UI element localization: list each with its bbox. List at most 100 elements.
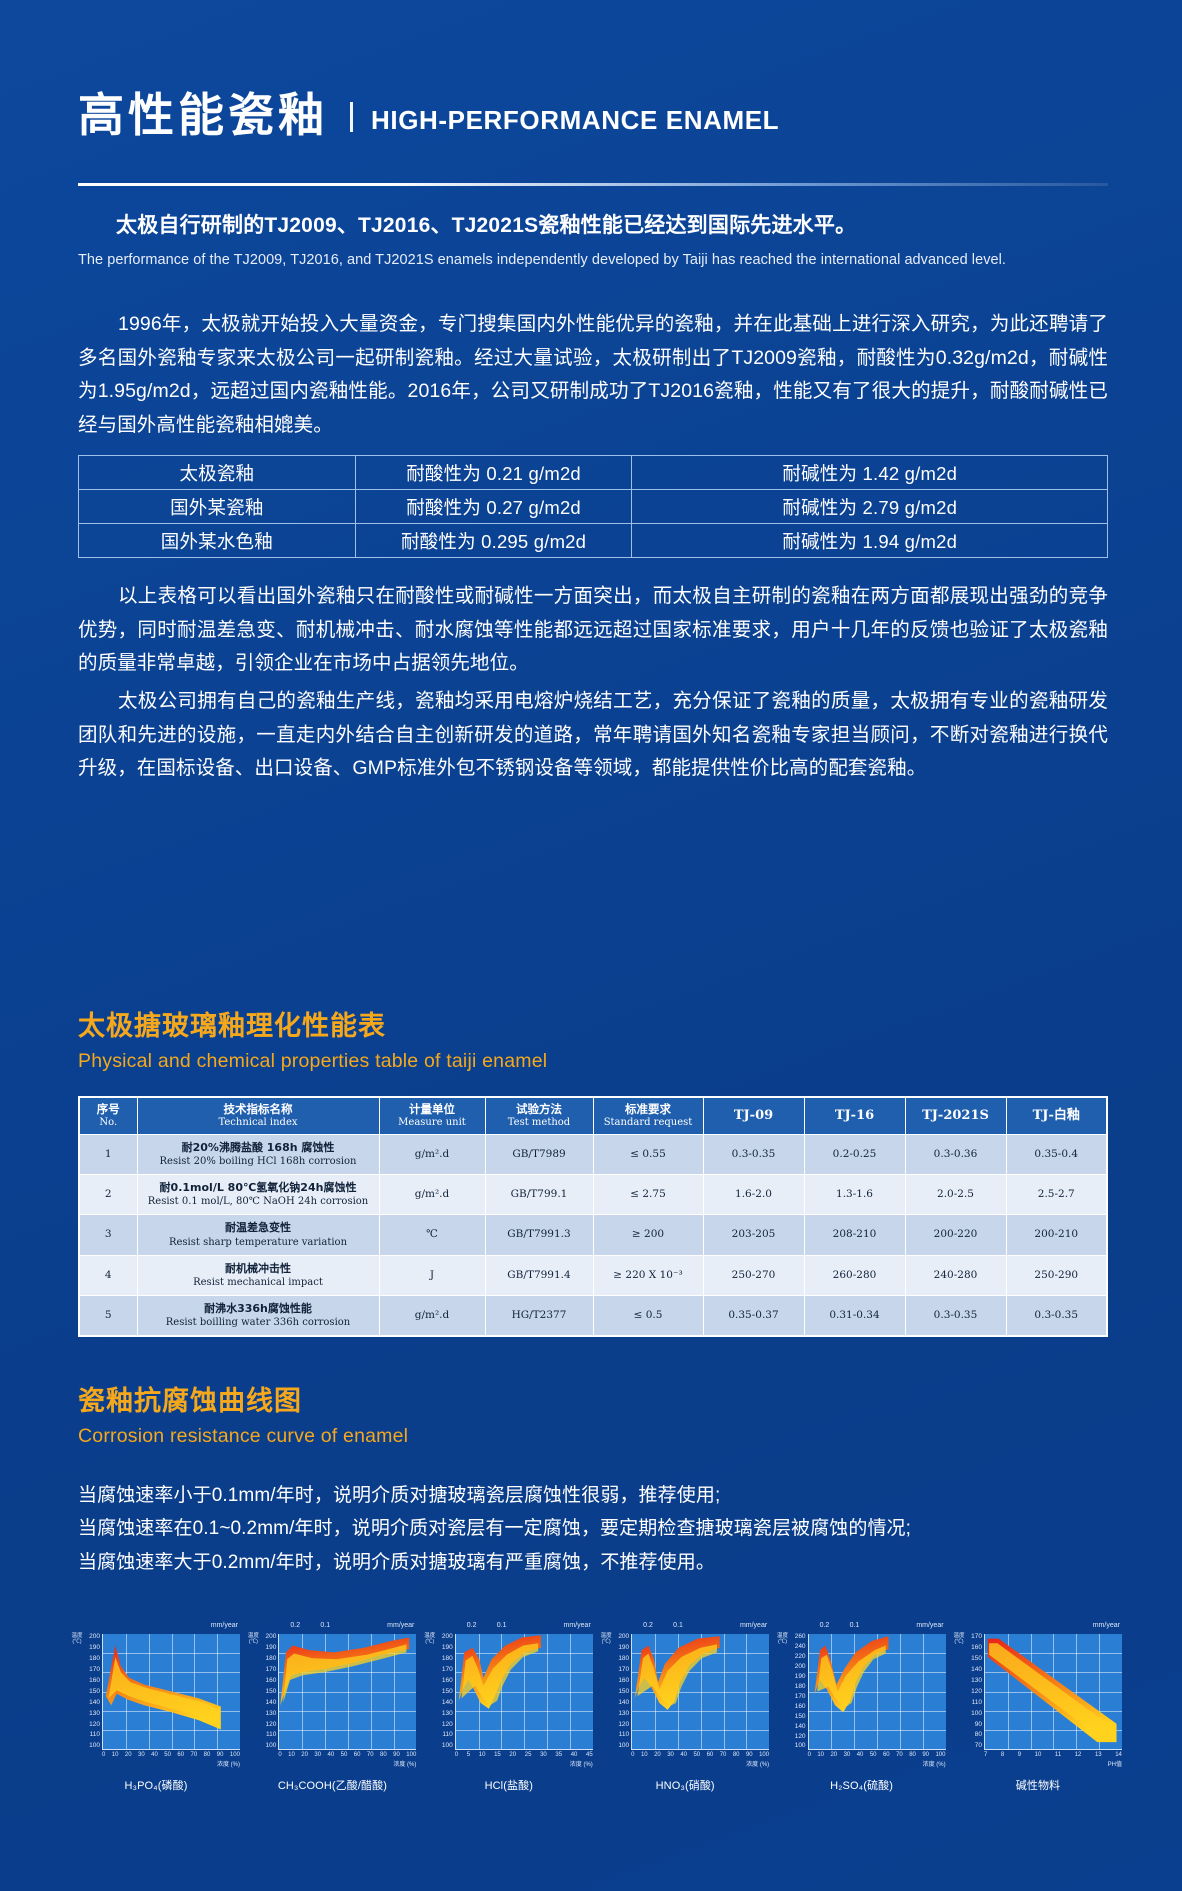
cmp-alkali: 耐碱性为 2.79 g/m2d xyxy=(631,489,1108,524)
x-tick-label: 25 xyxy=(524,1752,532,1758)
chart-y-axis-label: 温度 (℃) xyxy=(953,1633,965,1645)
y-tick-label: 100 xyxy=(441,1742,453,1750)
band-label-top: 0.1 xyxy=(849,1622,860,1629)
x-tick-label: 80 xyxy=(732,1752,740,1758)
th-standard-en: Standard request xyxy=(603,1116,693,1128)
cell-unit: ℃ xyxy=(378,1214,486,1256)
y-tick-label: 160 xyxy=(265,1676,277,1684)
x-tick-label: 80 xyxy=(203,1752,211,1758)
cmp-name: 国外某瓷釉 xyxy=(78,489,356,524)
intro-headline-cn: 太极自行研制的TJ2009、TJ2016、TJ2021S瓷釉性能已经达到国际先进… xyxy=(116,214,857,237)
cell-index: 耐沸水336h腐蚀性能 Resist boilling water 336h c… xyxy=(136,1294,380,1337)
y-tick-label: 190 xyxy=(618,1643,630,1651)
y-tick-label: 130 xyxy=(89,1709,100,1717)
chart-x-axis-label: 浓度 (%) xyxy=(746,1762,770,1768)
corrosion-line-1: 当腐蚀速率小于0.1mm/年时，说明介质对搪玻璃瓷层腐蚀性很弱，推荐使用; xyxy=(78,1485,721,1506)
y-tick-label: 160 xyxy=(794,1702,806,1710)
chart-y-axis: 温度 (℃) 200 190 180 170 160 150 140 130 120 110 100 xyxy=(71,1633,102,1750)
y-tick-label: 100 xyxy=(971,1709,982,1717)
cell-index-en: Resist sharp temperature variation xyxy=(168,1236,348,1248)
grid-line-horizontal xyxy=(455,1710,593,1712)
x-tick-label: 100 xyxy=(229,1752,240,1758)
y-tick-label: 200 xyxy=(89,1633,100,1640)
y-tick-label: 150 xyxy=(618,1687,630,1695)
y-tick-label: 170 xyxy=(265,1665,277,1673)
y-tick-label: 170 xyxy=(441,1665,453,1673)
corrosion-chart-6: mm/year 温度 (℃) 170 160 150 140 130 120 110 100 90 8… xyxy=(953,1620,1122,1793)
x-tick-label: 20 xyxy=(654,1752,661,1758)
y-tick-label: 170 xyxy=(971,1633,982,1640)
x-tick-label: 60 xyxy=(706,1752,714,1758)
cell-no: 4 xyxy=(78,1254,138,1296)
x-tick-label: 50 xyxy=(340,1752,348,1758)
x-tick-label: 35 xyxy=(555,1752,563,1758)
y-tick-label: 110 xyxy=(266,1731,277,1739)
y-tick-label: 160 xyxy=(971,1643,982,1651)
title-divider xyxy=(350,102,353,132)
cell-index-en: Resist mechanical impact xyxy=(193,1276,323,1288)
chart-caption: 碱性物料 xyxy=(1015,1780,1061,1792)
corrosion-chart-4: 0.2 0.1 mm/year 温度 (℃) 200 190 180 170 160 150 140… xyxy=(601,1620,770,1793)
y-tick-label: 180 xyxy=(89,1654,100,1662)
y-tick-label: 190 xyxy=(441,1643,453,1651)
y-tick-label: 100 xyxy=(265,1742,277,1750)
chart-body: 温度 (℃) 200 190 180 170 160 150 140 130 120 110 1000… xyxy=(71,1633,240,1750)
cmp-alkali: 耐碱性为 1.42 g/m2d xyxy=(631,455,1108,490)
y-tick-label: 180 xyxy=(441,1654,453,1662)
x-tick-label: 13 xyxy=(1094,1752,1102,1758)
cell-standard: ≤ 2.75 xyxy=(592,1174,704,1216)
x-tick-label: 70 xyxy=(719,1752,727,1758)
table-header-row: 序号 No. 技术指标名称 Technical index 计量单位 Measu… xyxy=(78,1096,1108,1135)
cell-tj16: 260-280 xyxy=(803,1254,906,1296)
cell-tj16: 208-210 xyxy=(803,1214,906,1256)
grid-line-horizontal xyxy=(632,1691,770,1693)
x-tick-label: 40 xyxy=(570,1752,578,1758)
band-label-top: 0.1 xyxy=(673,1622,683,1629)
chart-plot-area xyxy=(454,1634,593,1750)
cell-standard: ≤ 0.5 xyxy=(592,1294,704,1337)
chart-caption: H₃PO₄(磷酸) xyxy=(124,1780,188,1792)
chart-top-labels: 0.2 0.1 mm/year xyxy=(425,1620,593,1634)
y-tick-label: 140 xyxy=(89,1698,100,1706)
chart-caption: HCl(盐酸) xyxy=(484,1780,533,1792)
x-tick-label: 40 xyxy=(151,1752,158,1758)
chart-y-axis-label: 温度 (℃) xyxy=(777,1633,789,1645)
table-row: 4 耐机械冲击性 Resist mechanical impact J GB/T… xyxy=(78,1254,1108,1296)
grid-line-horizontal xyxy=(455,1729,593,1731)
x-tick-label: 10 xyxy=(640,1752,648,1758)
corrosion-band-graphic xyxy=(280,1637,410,1706)
th-tj2021s-label: TJ-2021S xyxy=(922,1108,989,1124)
th-unit-en: Measure unit xyxy=(398,1116,466,1128)
section-corrosion-en: Corrosion resistance curve of enamel xyxy=(78,1424,409,1447)
enamel-comparison-table: 太极瓷釉 耐酸性为 0.21 g/m2d 耐碱性为 1.42 g/m2d 国外某… xyxy=(78,455,1108,558)
cell-tj09: 203-205 xyxy=(702,1214,805,1256)
cell-tj2021s: 2.0-2.5 xyxy=(904,1174,1007,1216)
x-tick-label: 15 xyxy=(494,1752,501,1758)
cell-index-cn: 耐20%沸腾盐酸 168h 腐蚀性 xyxy=(181,1140,335,1154)
intro-headline-en: The performance of the TJ2009, TJ2016, a… xyxy=(78,251,1006,268)
grid-line-horizontal xyxy=(808,1710,946,1712)
th-tj09: TJ-09 xyxy=(702,1096,805,1135)
chart-caption: CH₃COOH(乙酸/醋酸) xyxy=(277,1780,387,1792)
chart-top-labels: 0.2 0.1 mm/year xyxy=(778,1620,946,1634)
cmp-name: 太极瓷釉 xyxy=(78,455,356,490)
chart-top-labels: mm/year xyxy=(954,1620,1122,1634)
y-tick-label: 190 xyxy=(265,1643,277,1651)
chart-x-axis: 0 10 20 30 40 50 60 70 80 90 100 xyxy=(601,1752,769,1758)
cell-tjwhite: 200-210 xyxy=(1005,1214,1108,1256)
chart-top-labels: mm/year xyxy=(72,1620,240,1634)
chart-x-axis-label: 浓度 (%) xyxy=(393,1762,417,1768)
chart-plot-area: 0.20.1 xyxy=(102,1634,240,1750)
grid-line-horizontal xyxy=(632,1729,770,1731)
paragraph-history: 1996年，太极就开始投入大量资金，专门搜集国内外性能优异的瓷釉，并在此基础上进… xyxy=(78,313,1108,436)
chart-caption: H₂SO₄(硫酸) xyxy=(830,1780,893,1792)
chart-x-axis-label: 浓度 (%) xyxy=(569,1762,593,1768)
chart-x-axis: 0 10 20 30 40 50 60 70 80 90 100 xyxy=(248,1752,416,1758)
th-index-en: Technical index xyxy=(218,1116,298,1128)
x-tick-label: 30 xyxy=(843,1752,851,1758)
y-tick-label: 150 xyxy=(794,1712,806,1720)
cmp-alkali: 耐碱性为 1.94 g/m2d xyxy=(631,523,1108,558)
th-method: 试验方法 Test method xyxy=(484,1096,594,1135)
th-standard: 标准要求 Standard request xyxy=(592,1096,704,1135)
y-tick-label: 150 xyxy=(971,1654,982,1662)
